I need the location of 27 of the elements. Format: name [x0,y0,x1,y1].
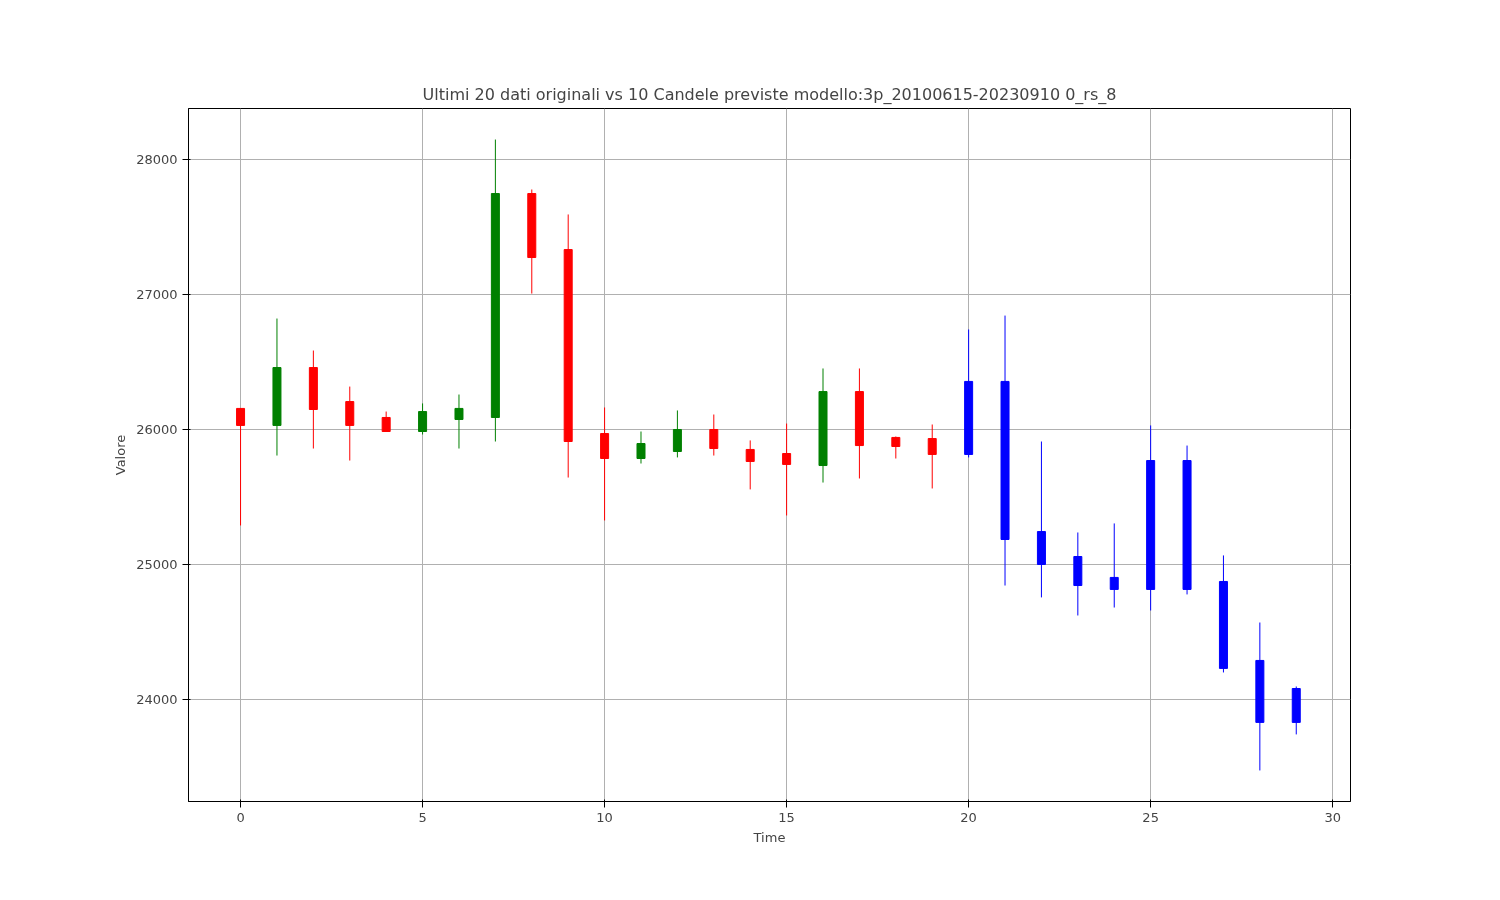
x-axis-title: Time [752,829,786,845]
y-tick-label: 27000 [136,287,178,303]
candlestick [709,414,719,457]
y-tick-label: 24000 [136,691,178,707]
x-tick-label: 0 [236,809,245,825]
candlestick [454,394,464,450]
x-tick-label: 20 [960,809,977,825]
chart-title: Ultimi 20 dati originali vs 10 Candele previste modello:3p_20100615-20230910 0_rs_8 [422,84,1117,105]
x-tick-label: 10 [596,809,613,825]
candlestick [782,423,792,516]
candlestick [381,411,391,433]
y-axis-title: Valore [113,434,129,476]
x-tick-label: 30 [1324,809,1341,825]
x-tick-label: 25 [1142,809,1159,825]
y-tick-label: 26000 [136,421,178,437]
y-tick-label: 25000 [136,556,178,572]
candlestick [636,431,646,464]
candlestick [745,439,755,490]
x-tick-label: 5 [418,809,427,825]
candlestick [236,407,246,526]
candlestick [1109,522,1119,609]
y-tick-label: 28000 [136,152,178,168]
candlestick [927,423,937,489]
candlestick [672,409,682,458]
candlestick [345,386,355,462]
candlestick [418,402,428,435]
x-tick-label: 15 [778,809,795,825]
